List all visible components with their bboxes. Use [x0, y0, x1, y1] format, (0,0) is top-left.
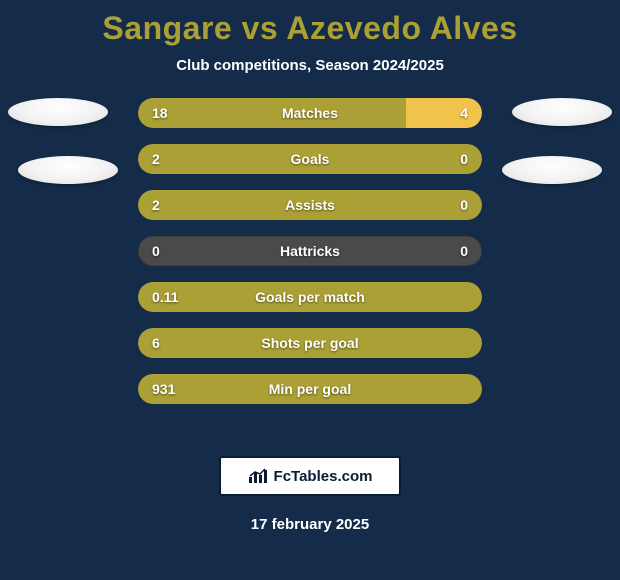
stat-row: 18Matches4 — [138, 98, 482, 128]
stat-row-label: Min per goal — [138, 374, 482, 404]
stat-row: 931Min per goal — [138, 374, 482, 404]
comparison-card: Sangare vs Azevedo Alves Club competitio… — [0, 0, 620, 580]
page-title: Sangare vs Azevedo Alves — [0, 10, 620, 47]
title-vs: vs — [242, 10, 279, 46]
brand-text: FcTables.com — [274, 468, 373, 485]
brand-badge: FcTables.com — [219, 456, 401, 496]
stat-row-label: Goals per match — [138, 282, 482, 312]
stat-row-label: Assists — [138, 190, 482, 220]
stat-row-label: Matches — [138, 98, 482, 128]
chart-icon — [248, 468, 268, 484]
stat-row-right-value: 0 — [460, 236, 468, 266]
title-player-right: Azevedo Alves — [286, 10, 517, 46]
stat-row: 2Assists0 — [138, 190, 482, 220]
footer-date: 17 february 2025 — [0, 516, 620, 533]
comparison-stage: 18Matches42Goals02Assists00Hattricks00.1… — [0, 98, 620, 438]
player-left-avatar-placeholder-2 — [18, 156, 118, 184]
stat-row: 0.11Goals per match — [138, 282, 482, 312]
stat-rows: 18Matches42Goals02Assists00Hattricks00.1… — [138, 98, 482, 420]
stat-row-right-value: 4 — [460, 98, 468, 128]
player-left-avatar-placeholder-1 — [8, 98, 108, 126]
stat-row-label: Shots per goal — [138, 328, 482, 358]
title-player-left: Sangare — [102, 10, 232, 46]
stat-row: 0Hattricks0 — [138, 236, 482, 266]
player-right-avatar-placeholder-1 — [512, 98, 612, 126]
stat-row-label: Goals — [138, 144, 482, 174]
page-subtitle: Club competitions, Season 2024/2025 — [0, 57, 620, 74]
stat-row-label: Hattricks — [138, 236, 482, 266]
stat-row: 2Goals0 — [138, 144, 482, 174]
stat-row-right-value: 0 — [460, 190, 468, 220]
stat-row: 6Shots per goal — [138, 328, 482, 358]
player-right-avatar-placeholder-2 — [502, 156, 602, 184]
stat-row-right-value: 0 — [460, 144, 468, 174]
